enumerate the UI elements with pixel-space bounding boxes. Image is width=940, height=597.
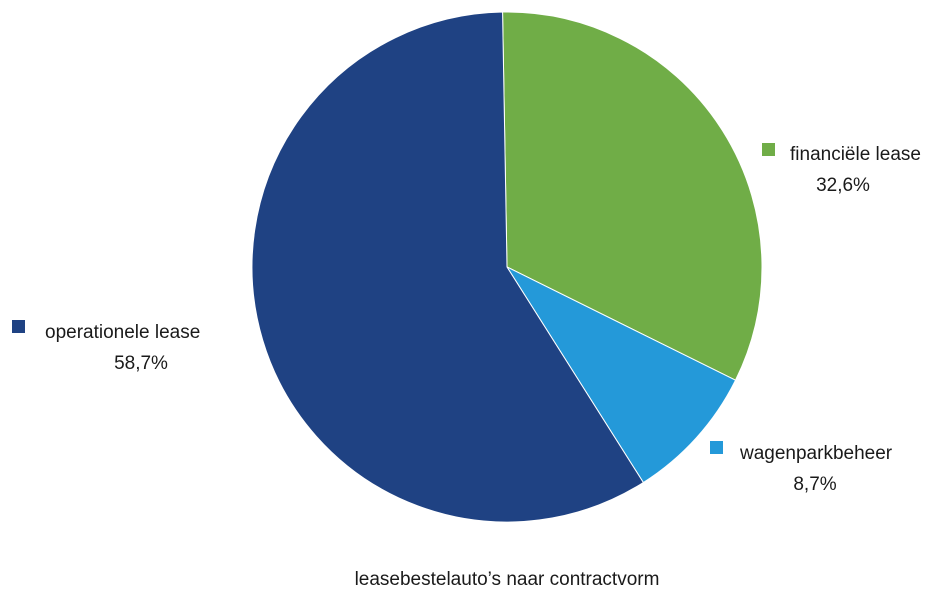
slice-value-label: 8,7% bbox=[793, 474, 836, 495]
slice-label: operationele lease bbox=[45, 322, 200, 343]
pie-slice-wagenparkbeheer bbox=[505, 265, 737, 484]
legend-swatch bbox=[710, 441, 723, 454]
slice-labels: financiële lease 32,6% wagenparkbeheer 8,7%… bbox=[12, 143, 921, 495]
slice-label: financiële lease bbox=[790, 144, 921, 165]
slice-value-label: 58,7% bbox=[114, 353, 168, 374]
pie-slices bbox=[251, 11, 763, 523]
pie-slice-operationele-lease bbox=[251, 11, 645, 523]
slice-label: wagenparkbeheer bbox=[739, 443, 893, 464]
legend-swatch bbox=[12, 320, 25, 333]
chart-title: leasebestelauto’s naar contractvorm bbox=[355, 569, 660, 590]
pie-slice-financi-le-lease bbox=[502, 11, 763, 381]
legend-swatch bbox=[762, 143, 775, 156]
slice-value-label: 32,6% bbox=[816, 175, 870, 196]
